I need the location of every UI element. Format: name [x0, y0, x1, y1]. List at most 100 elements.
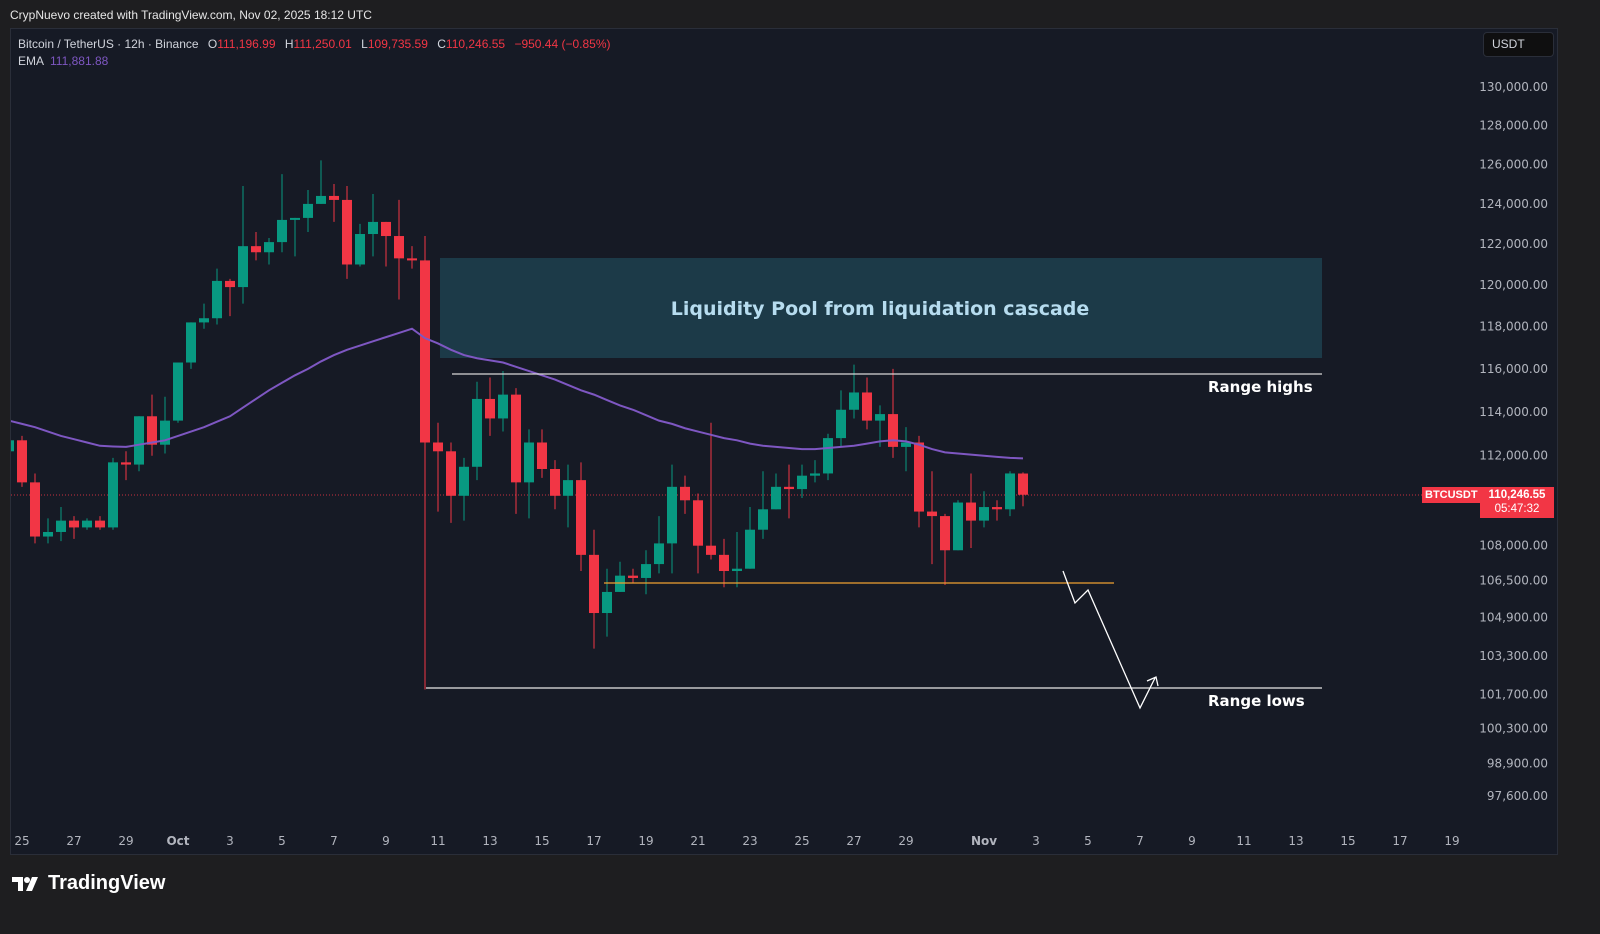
candle[interactable]	[641, 550, 651, 595]
candle[interactable]	[628, 568, 638, 583]
candle-body	[784, 486, 794, 490]
candle[interactable]	[303, 189, 313, 232]
candle[interactable]	[693, 493, 703, 574]
candle[interactable]	[537, 429, 547, 478]
candle[interactable]	[940, 513, 950, 585]
candle[interactable]	[758, 471, 768, 539]
candle[interactable]	[615, 561, 625, 592]
time-axis[interactable]: 25 27 29 Oct 3 5 7 9 11 13 15 17 19 21 23 25 27 29 Nov 3 5 7 9…	[14, 834, 1459, 848]
candle[interactable]	[186, 322, 196, 369]
candle[interactable]	[862, 377, 872, 430]
candle[interactable]	[810, 460, 820, 483]
candle-body	[17, 440, 27, 483]
candle[interactable]	[680, 475, 690, 514]
candle[interactable]	[563, 464, 573, 528]
candle[interactable]	[511, 388, 521, 514]
candle-body	[888, 414, 898, 447]
candle[interactable]	[56, 507, 66, 542]
candle-body	[654, 543, 664, 565]
candle[interactable]	[602, 568, 612, 637]
candle[interactable]	[446, 442, 456, 523]
candle[interactable]	[654, 516, 664, 574]
time-tick-label: 11	[430, 834, 445, 848]
candle[interactable]	[199, 303, 209, 329]
candle[interactable]	[1018, 472, 1028, 507]
candle[interactable]	[316, 160, 326, 204]
candle[interactable]	[173, 362, 183, 423]
candle[interactable]	[771, 473, 781, 510]
candle[interactable]	[524, 429, 534, 519]
candle[interactable]	[225, 278, 235, 317]
candle[interactable]	[407, 246, 417, 269]
candle[interactable]	[147, 394, 157, 456]
projection-arrow-path[interactable]	[1062, 570, 1156, 710]
candle[interactable]	[95, 516, 105, 530]
currency-button[interactable]: USDT	[1483, 32, 1554, 57]
candle[interactable]	[420, 236, 430, 690]
candle[interactable]	[589, 529, 599, 649]
candle[interactable]	[875, 405, 885, 447]
candle[interactable]	[667, 464, 677, 574]
candle[interactable]	[251, 231, 261, 261]
candle[interactable]	[238, 186, 248, 304]
candle[interactable]	[108, 457, 118, 530]
liquidity-pool-zone[interactable]	[440, 258, 1322, 358]
candle[interactable]	[823, 433, 833, 481]
candle[interactable]	[1005, 471, 1015, 517]
candle[interactable]	[160, 396, 170, 454]
candle[interactable]	[550, 460, 560, 510]
candle[interactable]	[355, 223, 365, 267]
candle[interactable]	[394, 199, 404, 300]
candle[interactable]	[329, 184, 339, 222]
candle[interactable]	[706, 422, 716, 560]
candle[interactable]	[888, 368, 898, 458]
candle-body	[1018, 473, 1028, 495]
time-tick-label: 7	[330, 834, 338, 848]
candle[interactable]	[901, 427, 911, 472]
candle[interactable]	[784, 464, 794, 519]
chart-panel[interactable]	[10, 28, 1558, 855]
candle-body	[602, 591, 612, 614]
candle[interactable]	[290, 217, 300, 257]
candle[interactable]	[212, 268, 222, 325]
candle[interactable]	[17, 435, 27, 487]
time-tick-label: 11	[1236, 834, 1251, 848]
candle[interactable]	[836, 390, 846, 447]
candle[interactable]	[797, 464, 807, 499]
candle[interactable]	[459, 457, 469, 521]
price-axis[interactable]: 130,000.00 128,000.00 126,000.00 124,000.00…	[1479, 80, 1548, 803]
candle[interactable]	[953, 500, 963, 551]
candle[interactable]	[342, 186, 352, 279]
tradingview-logo[interactable]: TradingView	[12, 872, 165, 895]
candle[interactable]	[43, 518, 53, 544]
candle[interactable]	[121, 451, 131, 481]
candle[interactable]	[927, 471, 937, 565]
symbol-title[interactable]: Bitcoin / TetherUS · 12h · Binance	[18, 37, 199, 51]
candle[interactable]	[849, 364, 859, 419]
candle[interactable]	[433, 422, 443, 512]
candle[interactable]	[368, 193, 378, 257]
candle[interactable]	[381, 221, 391, 267]
candle[interactable]	[485, 377, 495, 436]
time-tick-label: 3	[226, 834, 234, 848]
candle[interactable]	[732, 531, 742, 588]
candle[interactable]	[745, 507, 755, 569]
candle[interactable]	[576, 462, 586, 572]
candle[interactable]	[4, 436, 14, 458]
low-value: 109,735.59	[367, 37, 428, 51]
candle[interactable]	[30, 473, 40, 544]
candle[interactable]	[914, 435, 924, 528]
candle[interactable]	[498, 371, 508, 432]
candle[interactable]	[69, 516, 79, 539]
candle[interactable]	[966, 473, 976, 548]
candle[interactable]	[992, 500, 1002, 521]
candle[interactable]	[277, 174, 287, 253]
candle[interactable]	[472, 381, 482, 481]
candle[interactable]	[979, 491, 989, 528]
candle[interactable]	[82, 518, 92, 530]
candle[interactable]	[264, 238, 274, 265]
candle-body	[719, 554, 729, 572]
ema-label[interactable]: EMA	[18, 54, 45, 68]
candle[interactable]	[719, 538, 729, 588]
